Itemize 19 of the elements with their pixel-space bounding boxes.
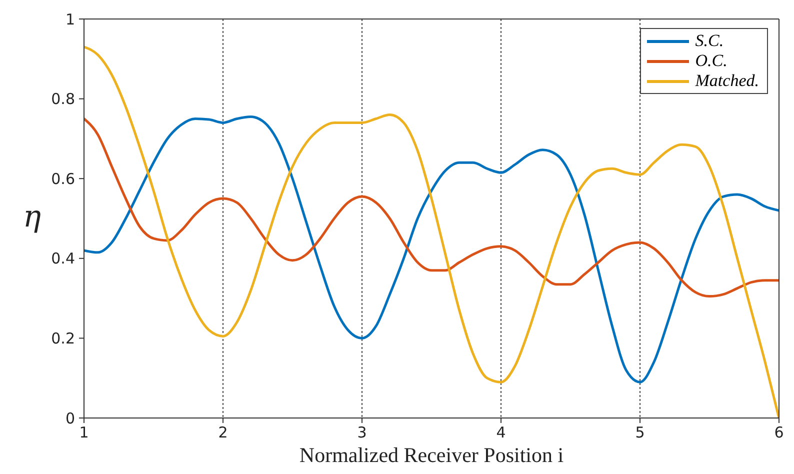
legend-label: Matched. [695, 71, 759, 91]
x-tick-label: 4 [496, 424, 506, 442]
y-tick-label: 0.6 [51, 170, 75, 188]
x-tick-label: 3 [357, 424, 367, 442]
x-tick-label: 1 [79, 424, 89, 442]
x-tick-label: 5 [635, 424, 645, 442]
x-tick-label: 6 [774, 424, 784, 442]
y-tick-label: 0.8 [51, 90, 75, 108]
x-tick-label: 2 [218, 424, 228, 442]
legend-label: S.C. [695, 31, 724, 51]
legend-label: O.C. [695, 51, 728, 71]
y-tick-label: 0 [65, 409, 75, 428]
y-tick-label: 0.2 [51, 330, 75, 348]
x-axis-title: Normalized Receiver Position i [299, 443, 564, 467]
line-series [84, 118, 779, 298]
y-axis-title: η [23, 200, 42, 234]
y-tick-label: 0.4 [51, 250, 75, 268]
y-tick-label: 1 [65, 10, 75, 28]
line-series [84, 116, 779, 384]
